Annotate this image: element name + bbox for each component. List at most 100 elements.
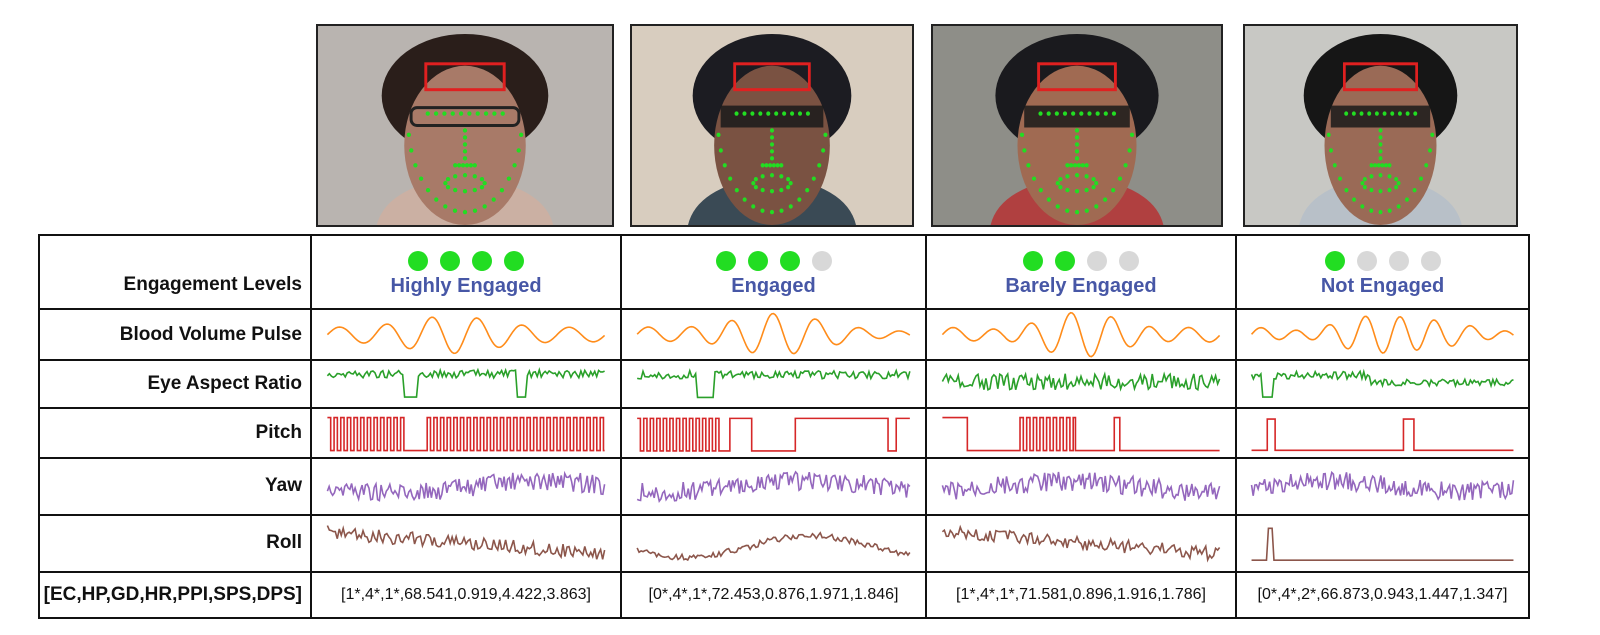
yaw-plot-0 [310, 456, 622, 517]
landmark-point [1383, 163, 1388, 168]
inactive-dot-icon [1388, 250, 1409, 271]
landmark-point [788, 181, 793, 186]
landmark-point [1376, 163, 1381, 168]
row-label-features: [EC,HP,GD,HR,PPI,SPS,DPS] [38, 570, 312, 619]
face-photo-not-engaged [1243, 24, 1518, 227]
landmark-point [716, 132, 721, 138]
roll-plot-2 [925, 514, 1237, 573]
engagement-dots [622, 250, 925, 271]
engagement-dots [1237, 250, 1528, 271]
landmark-point [1055, 181, 1060, 186]
yaw-plot-2 [925, 456, 1237, 517]
landmark-point [1380, 163, 1385, 168]
landmark-point [1387, 208, 1392, 213]
landmark-point [453, 187, 458, 193]
landmark-point [1055, 204, 1060, 209]
landmark-point [1396, 181, 1401, 186]
bvp-signal-line [942, 313, 1219, 357]
bvp-plot-0 [310, 307, 622, 362]
landmark-point [1413, 111, 1418, 116]
landmark-point [1084, 187, 1089, 193]
ear-plot-1 [620, 359, 927, 410]
landmark-point [1378, 142, 1383, 147]
landmark-point [1091, 185, 1096, 190]
face-illustration [318, 26, 612, 225]
landmark-point [1117, 176, 1123, 181]
inactive-dot-icon [1356, 250, 1377, 271]
landmark-point [1074, 149, 1080, 154]
landmark-point [1058, 185, 1063, 190]
landmark-point [462, 135, 468, 140]
landmark-point [769, 128, 775, 133]
landmark-point [779, 187, 784, 193]
landmark-point [1397, 111, 1402, 116]
landmark-point [1054, 111, 1059, 116]
landmark-point [769, 188, 775, 194]
landmark-point [450, 111, 455, 116]
landmark-point [760, 187, 765, 193]
landmark-point [445, 177, 451, 182]
ear-plot-3 [1235, 359, 1530, 410]
landmark-point [409, 148, 414, 153]
landmark-point [790, 111, 795, 116]
landmark-point [1378, 128, 1383, 133]
bvp-plot-1 [620, 307, 927, 362]
features-row: [EC,HP,GD,HR,PPI,SPS,DPS] [1*,4*,1*,68.5… [38, 570, 1530, 619]
landmark-point [1360, 204, 1365, 209]
landmark-point [458, 111, 464, 116]
landmark-point [1046, 197, 1051, 202]
yaw-signal-line [942, 472, 1219, 501]
bvp-plot-2 [925, 307, 1237, 362]
landmark-point [1087, 111, 1092, 116]
eye-mask [1024, 105, 1130, 128]
ear-plot-2 [925, 359, 1237, 410]
active-dot-icon [504, 250, 524, 271]
landmark-point [462, 156, 468, 161]
active-dot-icon [1055, 250, 1075, 271]
landmark-point [751, 181, 756, 186]
face-photo-barely-engaged [931, 24, 1223, 227]
landmark-point [406, 132, 412, 138]
engagement-cell-2: Barely Engaged [925, 234, 1237, 310]
landmark-point [1387, 174, 1392, 179]
landmark-point [1079, 111, 1084, 116]
landmark-point [1430, 132, 1435, 138]
engagement-cell-1: Engaged [620, 234, 927, 310]
landmark-point [452, 208, 458, 213]
engagement-cell-3: Not Engaged [1235, 234, 1530, 310]
landmark-point [482, 181, 487, 186]
landmark-point [779, 174, 784, 179]
row-label-engagement: Engagement Levels [38, 234, 312, 310]
landmark-point [1065, 187, 1070, 193]
landmark-point [751, 204, 756, 209]
yaw-signal-line [1252, 473, 1514, 501]
feature-vector-1: [0*,4*,1*,72.453,0.876,1.971,1.846] [620, 570, 927, 619]
landmark-point [768, 163, 773, 168]
active-dot-icon [1324, 250, 1345, 271]
landmark-point [1418, 176, 1423, 181]
landmark-point [1062, 111, 1068, 116]
pitch-row: Pitch [38, 407, 1530, 459]
landmark-point [760, 163, 765, 168]
landmark-point [468, 163, 474, 168]
landmark-point [782, 111, 787, 116]
landmark-point [1084, 208, 1089, 213]
pitch-plot-0 [310, 407, 622, 459]
landmark-point [1123, 163, 1128, 168]
landmark-point [797, 197, 802, 202]
landmark-point [433, 111, 439, 116]
face-illustration [933, 26, 1221, 225]
landmark-point [1065, 174, 1070, 179]
landmark-point [1369, 208, 1374, 213]
landmark-point [1038, 111, 1043, 116]
yaw-plot-1 [620, 456, 927, 517]
feature-vector-3: [0*,4*,2*,66.873,0.943,1.447,1.347] [1235, 570, 1530, 619]
bvp-signal-line [327, 317, 604, 353]
landmark-point [1022, 148, 1027, 153]
pitch-plot-3 [1235, 407, 1530, 459]
forehead-roi-box [1343, 62, 1418, 92]
landmark-point [766, 111, 771, 116]
landmark-point [1378, 156, 1383, 161]
landmark-point [467, 111, 472, 116]
landmark-point [479, 177, 485, 182]
